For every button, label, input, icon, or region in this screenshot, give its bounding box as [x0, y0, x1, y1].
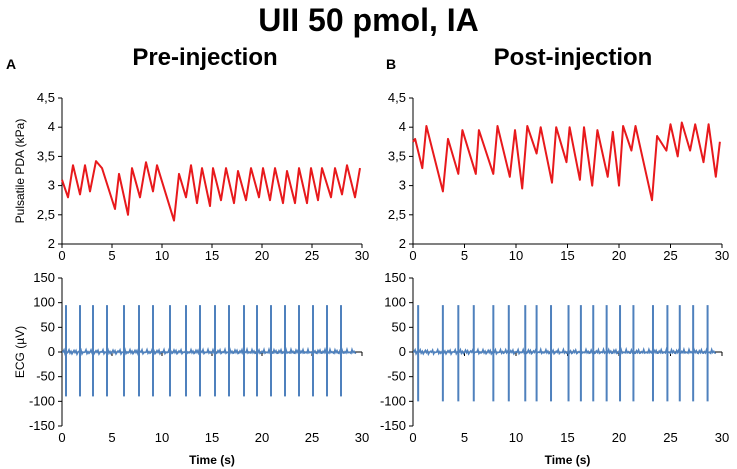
x-tick-label: 5 — [108, 430, 115, 445]
y-tick-label: 50 — [392, 319, 406, 334]
x-tick-label: 25 — [663, 248, 677, 263]
ecg-baseline — [412, 346, 717, 357]
y-tick-label: 2,5 — [37, 207, 55, 222]
x-tick-label: 10 — [155, 430, 169, 445]
pressure-trace — [412, 121, 721, 202]
x-tick-label: 10 — [155, 248, 169, 263]
pressure-trace — [61, 160, 361, 222]
x-tick-label: 15 — [560, 430, 574, 445]
panel-a-title: Pre-injection — [132, 44, 278, 71]
panel-a-letter: A — [6, 56, 17, 72]
y-tick-label: 4 — [48, 119, 55, 134]
x-tick-label: 0 — [58, 248, 65, 263]
x-tick-label: 15 — [205, 430, 219, 445]
x-tick-label: 20 — [612, 248, 626, 263]
x-tick-label: 0 — [58, 430, 65, 445]
y-tick-label: -150 — [29, 418, 55, 433]
x-tick-label: 5 — [108, 248, 115, 263]
y-tick-label: 3 — [48, 178, 55, 193]
panel-b-letter: B — [386, 56, 397, 72]
x-tick-label: 20 — [255, 430, 269, 445]
x-tick-label: 25 — [305, 430, 319, 445]
y-tick-label: 3,5 — [37, 148, 55, 163]
plot-a-ecg: -150 -100 -50 0 50 100 150 0 5 10 15 20 25 30 ECG (µV)… — [13, 270, 369, 467]
x-tick-label: 25 — [663, 430, 677, 445]
x-tick-label: 20 — [612, 430, 626, 445]
y-axis-label: Pulsatile PDA (kPa) — [13, 119, 27, 224]
x-tick-label: 30 — [355, 248, 369, 263]
plot-b-pressure: 2 2,5 3 3,5 4 4,5 0 5 10 15 20 25 30 — [388, 90, 729, 263]
y-tick-label: -150 — [380, 418, 406, 433]
y-axis-label: ECG (µV) — [13, 326, 27, 378]
x-tick-label: 0 — [409, 248, 416, 263]
y-tick-label: 4,5 — [37, 90, 55, 105]
y-tick-label: 100 — [384, 295, 406, 310]
y-tick-label: 4,5 — [388, 90, 406, 105]
y-tick-label: -100 — [380, 393, 406, 408]
x-tick-label: 30 — [715, 430, 729, 445]
y-tick-label: 3 — [399, 178, 406, 193]
y-tick-label: 2,5 — [388, 207, 406, 222]
x-tick-label: 30 — [715, 248, 729, 263]
y-tick-label: 0 — [399, 344, 406, 359]
y-tick-label: 50 — [41, 319, 55, 334]
figure-title: UII 50 pmol, IA — [258, 2, 479, 38]
x-tick-label: 5 — [461, 248, 468, 263]
x-tick-label: 20 — [255, 248, 269, 263]
x-tick-label: 15 — [560, 248, 574, 263]
y-tick-label: 100 — [33, 295, 55, 310]
x-tick-label: 5 — [461, 430, 468, 445]
y-tick-label: 4 — [399, 119, 406, 134]
y-tick-label: -50 — [36, 369, 55, 384]
y-tick-label: 2 — [399, 236, 406, 251]
y-tick-label: 0 — [48, 344, 55, 359]
y-tick-label: -100 — [29, 393, 55, 408]
x-axis-label: Time (s) — [545, 453, 591, 467]
x-tick-label: 10 — [509, 430, 523, 445]
y-tick-label: 150 — [384, 270, 406, 285]
y-tick-label: 3,5 — [388, 148, 406, 163]
panel-b-title: Post-injection — [493, 44, 653, 71]
y-tick-label: -50 — [387, 369, 406, 384]
ecg-baseline — [61, 346, 357, 357]
x-tick-label: 0 — [409, 430, 416, 445]
y-tick-label: 2 — [48, 236, 55, 251]
plot-b-ecg: -150 -100 -50 0 50 100 150 0 5 10 15 20 25 30 Time (s) — [380, 270, 729, 467]
y-tick-label: 150 — [33, 270, 55, 285]
x-tick-label: 30 — [355, 430, 369, 445]
x-axis-label: Time (s) — [189, 453, 235, 467]
x-tick-label: 25 — [305, 248, 319, 263]
x-tick-label: 10 — [509, 248, 523, 263]
x-tick-label: 15 — [205, 248, 219, 263]
plot-a-pressure: 2 2,5 3 3,5 4 4,5 0 5 10 15 20 25 30 Pulsatile PDA (k… — [13, 90, 369, 263]
